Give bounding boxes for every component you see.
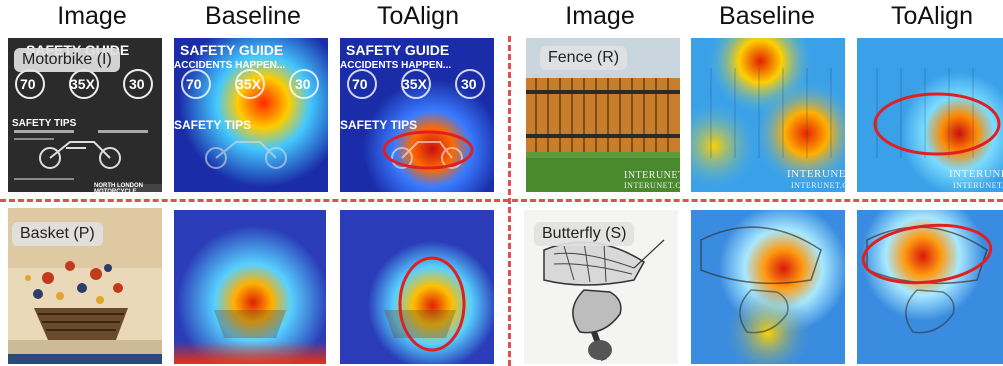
butterfly-baseline-heatmap bbox=[691, 210, 845, 364]
poster-stat-2-baseline: 35X bbox=[236, 76, 261, 92]
poster-tips: SAFETY TIPS bbox=[12, 118, 77, 129]
poster-stat-1-baseline: 70 bbox=[186, 76, 202, 92]
poster-stat-2: 35X bbox=[70, 76, 95, 92]
poster-tips-baseline: SAFETY TIPS bbox=[174, 118, 252, 132]
basket-toalign-heatmap bbox=[340, 210, 494, 364]
fence-toalign-heatmap: INTERUNET INTERUNET.COM bbox=[857, 38, 1003, 192]
toalign-highlight-ring bbox=[382, 130, 474, 170]
toalign-highlight-ring-fence bbox=[873, 92, 1001, 156]
poster-title-toalign: SAFETY GUIDE bbox=[346, 42, 450, 58]
poster-subtitle-toalign: ACCIDENTS HAPPEN... bbox=[340, 60, 452, 71]
fence-watermark-baseline: INTERUNET bbox=[787, 168, 845, 180]
fence-watermark-url-toalign: INTERUNET.COM bbox=[953, 181, 1003, 190]
butterfly-image: Butterfly (S) bbox=[524, 210, 678, 364]
motorbike-image: SAFETY GUIDE 70 35X 30 SAFETY TIPS NORTH… bbox=[8, 38, 162, 192]
poster-stat-2-toalign: 35X bbox=[402, 76, 427, 92]
header-baseline-left: Baseline bbox=[205, 2, 301, 30]
poster-stat-1: 70 bbox=[20, 76, 36, 92]
poster-stat-3-baseline: 30 bbox=[295, 76, 311, 92]
motorbike-toalign-heatmap: SAFETY GUIDE ACCIDENTS HAPPEN... 70 35X … bbox=[340, 38, 494, 192]
header-toalign-left: ToAlign bbox=[377, 2, 459, 30]
poster-subtitle-baseline: ACCIDENTS HAPPEN... bbox=[174, 60, 286, 71]
poster-tips-toalign: SAFETY TIPS bbox=[340, 118, 418, 132]
motorbike-baseline-heatmap: SAFETY GUIDE ACCIDENTS HAPPEN... 70 35X … bbox=[174, 38, 328, 192]
label-fence: Fence (R) bbox=[540, 46, 628, 70]
label-motorbike: Motorbike (I) bbox=[14, 48, 120, 72]
header-toalign-right: ToAlign bbox=[891, 2, 973, 30]
horizontal-separator bbox=[0, 199, 1003, 202]
label-basket: Basket (P) bbox=[12, 222, 103, 246]
poster-title-baseline: SAFETY GUIDE bbox=[180, 42, 284, 58]
butterfly-toalign-heatmap bbox=[857, 210, 1003, 364]
poster-stat-1-toalign: 70 bbox=[352, 76, 368, 92]
toalign-highlight-ring-butterfly bbox=[861, 223, 993, 285]
basket-baseline-heatmap bbox=[174, 210, 326, 364]
label-butterfly: Butterfly (S) bbox=[534, 222, 635, 246]
fence-watermark-url: INTERUNET.COM bbox=[624, 181, 680, 190]
poster-stat-3: 30 bbox=[129, 76, 145, 92]
header-image-left: Image bbox=[57, 2, 127, 30]
fence-watermark-toalign: INTERUNET bbox=[949, 168, 1003, 180]
toalign-highlight-ring-basket bbox=[398, 256, 466, 352]
fence-image: INTERUNET INTERUNET.COM Fence (R) bbox=[526, 38, 680, 192]
header-baseline-right: Baseline bbox=[719, 2, 815, 30]
header-image-right: Image bbox=[565, 2, 635, 30]
fence-watermark: INTERUNET bbox=[624, 170, 680, 181]
fence-baseline-heatmap: INTERUNET INTERUNET.COM bbox=[691, 38, 845, 192]
poster-stat-3-toalign: 30 bbox=[461, 76, 477, 92]
vertical-separator bbox=[508, 36, 511, 366]
poster-footer: NORTH LONDON MOTORCYCLE bbox=[94, 183, 143, 192]
fence-watermark-url-baseline: INTERUNET.COM bbox=[791, 181, 845, 190]
basket-image: Basket (P) bbox=[8, 208, 162, 364]
